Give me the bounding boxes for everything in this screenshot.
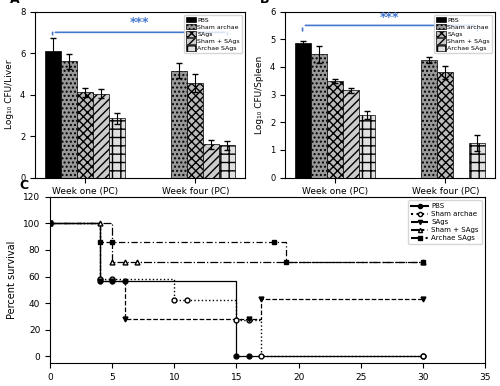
Legend: PBS, Sham archae, SAgs, Sham + SAgs, Archae SAgs: PBS, Sham archae, SAgs, Sham + SAgs, Arc… <box>184 15 242 53</box>
Y-axis label: Log₁₀ CFU/Spleen: Log₁₀ CFU/Spleen <box>256 56 264 134</box>
Legend: PBS, Sham archae, SAgs, Sham + SAgs, Archae SAgs: PBS, Sham archae, SAgs, Sham + SAgs, Arc… <box>408 200 482 244</box>
Y-axis label: Log₁₀ CFU/Liver: Log₁₀ CFU/Liver <box>6 60 15 129</box>
Text: B: B <box>260 0 270 6</box>
Bar <box>422 60 438 178</box>
Bar <box>438 73 454 178</box>
Y-axis label: Percent survival: Percent survival <box>8 240 18 319</box>
Text: A: A <box>10 0 20 6</box>
Bar <box>60 61 76 178</box>
Bar <box>172 71 188 178</box>
Bar <box>310 54 326 178</box>
Bar <box>358 115 374 178</box>
Bar <box>44 51 60 178</box>
Bar <box>204 144 220 178</box>
Bar <box>76 93 92 178</box>
Bar <box>342 90 358 178</box>
Bar <box>294 43 310 178</box>
Bar <box>470 143 486 178</box>
Bar <box>108 119 124 178</box>
Bar <box>188 83 204 178</box>
Bar <box>92 93 108 178</box>
Legend: PBS, Sham archae, SAgs, Sham + SAgs, Archae SAgs: PBS, Sham archae, SAgs, Sham + SAgs, Arc… <box>434 15 492 53</box>
Text: ***: *** <box>380 11 400 24</box>
Bar <box>220 146 236 178</box>
Bar <box>326 81 342 178</box>
Text: C: C <box>20 179 28 191</box>
Text: ***: *** <box>130 16 150 29</box>
